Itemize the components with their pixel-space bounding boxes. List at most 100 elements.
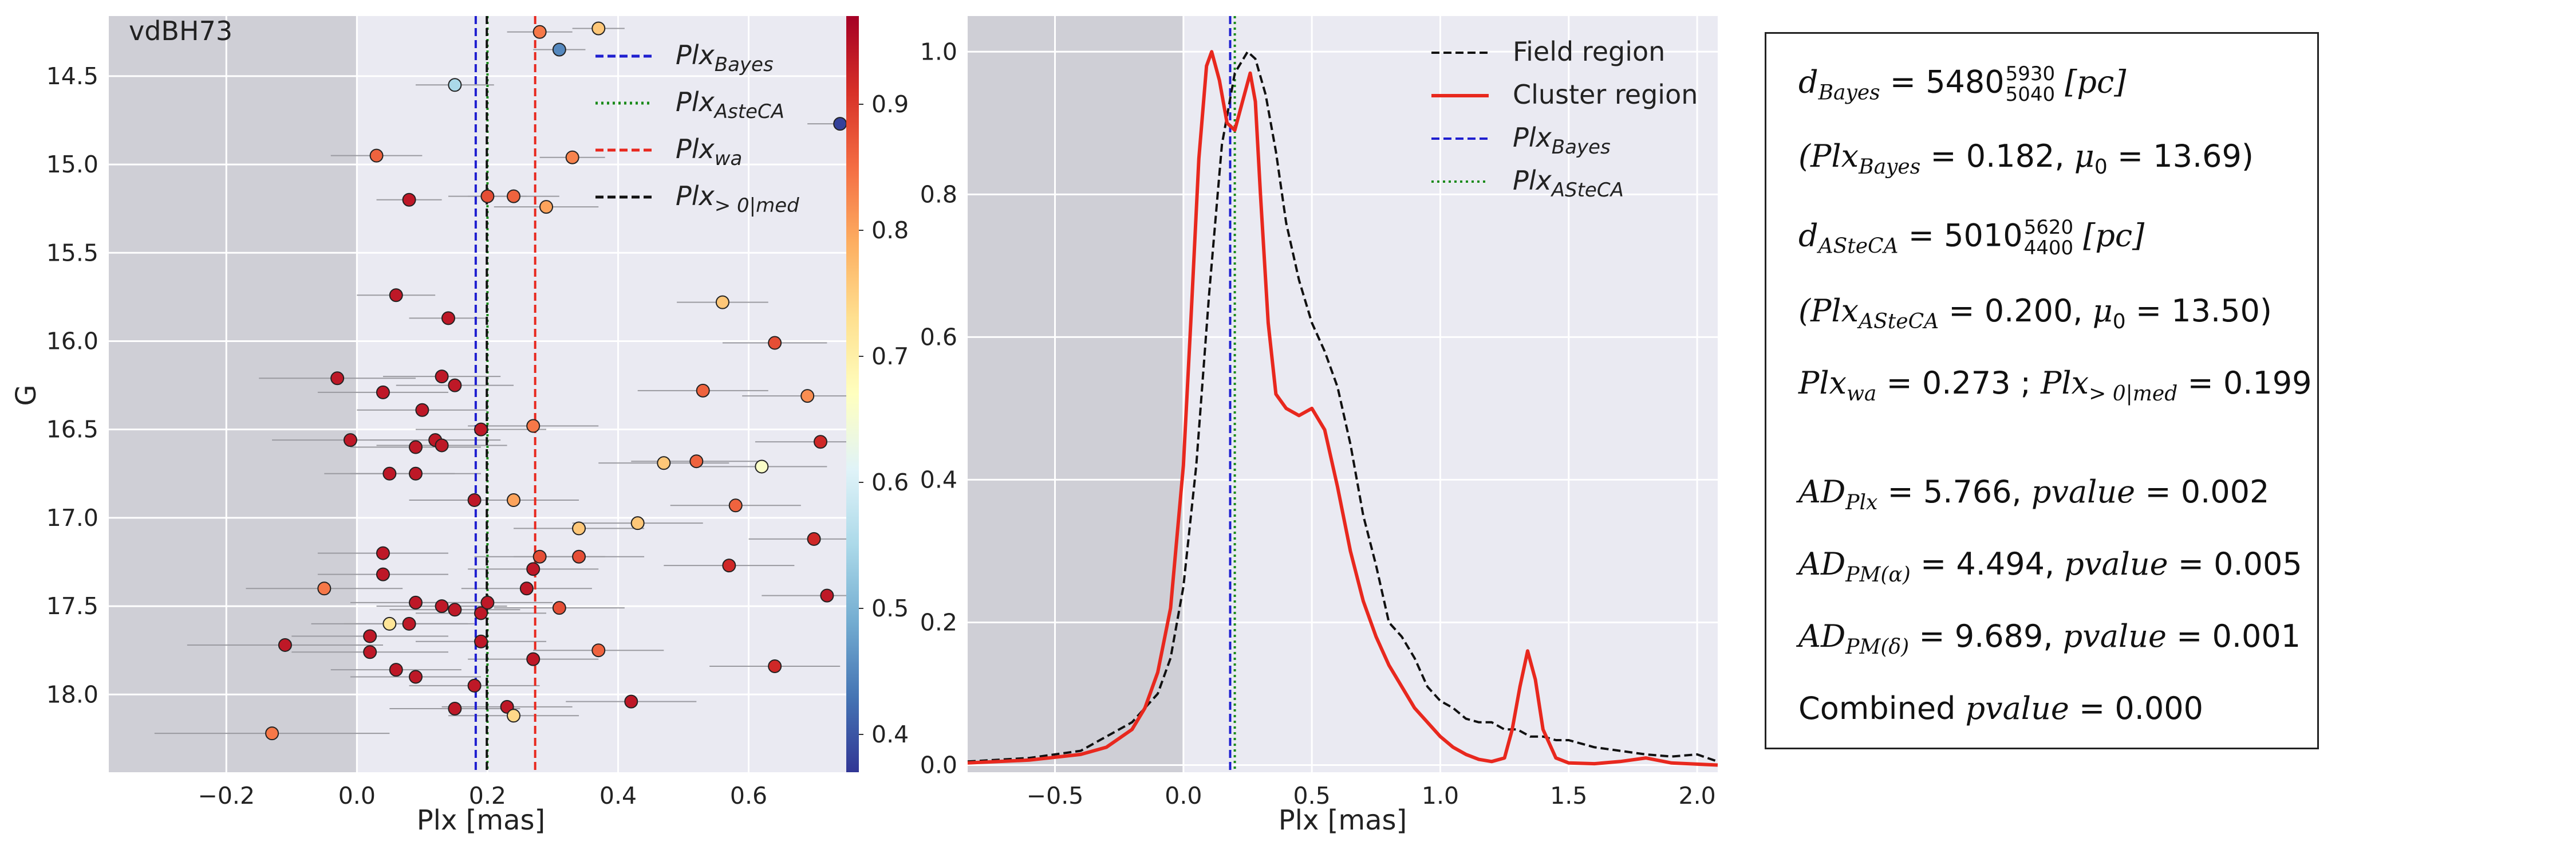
x-tick-label: −0.2 [198,782,255,809]
colorbar-tick-label: 0.5 [871,595,909,622]
legend-subscript: Bayes [1552,136,1611,159]
data-point [526,652,541,666]
data-point [572,549,586,564]
data-point [722,559,736,573]
y-tick-label: 15.5 [46,239,98,266]
legend-label: PlxAsteCA [676,87,784,123]
data-point [689,454,704,469]
x-tick-label: 1.5 [1550,782,1587,809]
legend-subscript: > 0|med [715,194,799,217]
x-tick-label: 2.0 [1679,782,1716,809]
data-point [382,466,397,481]
legend-symbol: Plx [676,180,715,211]
x-tick-label: 0.2 [469,782,506,809]
data-point [552,601,566,615]
x-tick-label: 1.0 [1422,782,1459,809]
stat-ad-pm-alpha: ADPM(α) = 4.494, pvalue = 0.005 [1798,546,2302,587]
data-point [552,42,566,57]
data-point [630,516,645,530]
stat-d-bayes: dBayes = 5480 5930 5040 [pc] [1798,62,2127,106]
legend-label: Plxwa [676,133,742,170]
data-point [813,435,827,449]
x-tick-label: 0.0 [338,782,376,809]
colorbar-tick-label: 0.4 [871,721,909,748]
colorbar-tick-label: 0.8 [871,217,909,244]
stat-d-asteca: dASteCA = 5010 5620 4400 [pc] [1798,216,2145,260]
data-point [480,189,495,203]
data-point [696,383,710,398]
data-point [441,311,455,325]
scatter-panel: −0.2 0.0 0.2 0.4 0.6 14.5 15.0 15.5 16.0 16.5 17.0… [10,15,853,836]
legend-symbol: Plx [1513,122,1552,153]
y-tick-label: 16.0 [46,327,98,355]
data-point [448,378,462,392]
legend-label: Cluster region [1513,79,1698,110]
data-point [343,433,357,447]
x-axis-label: Plx [mas] [417,804,546,836]
data-point [376,546,390,560]
data-point [435,438,449,453]
data-point [728,498,743,513]
statistics-box: dBayes = 5480 5930 5040 [pc] (PlxBayes = 0… [1765,32,2319,749]
data-point [363,645,377,659]
data-point [317,581,332,596]
legend-symbol: Plx [676,133,715,164]
data-point [389,663,403,677]
data-point [415,403,429,417]
data-point [389,288,403,302]
data-point [624,694,638,709]
data-point [565,150,579,164]
y-tick-label: 18.0 [46,681,98,708]
y-tick-label: 15.0 [46,151,98,178]
data-point [474,422,488,437]
legend-subscript: wa [715,147,743,170]
legend-subscript: Bayes [715,53,774,76]
data-point [402,616,416,631]
data-point [807,532,821,546]
panel-title: vdBH73 [129,15,232,46]
data-point [507,189,521,203]
stat-ad-pm-delta: ADPM(δ) = 9.689, pvalue = 0.001 [1798,618,2301,659]
data-point [474,606,488,620]
data-point [363,629,377,643]
data-point [519,581,534,596]
legend-symbol: Plx [1513,165,1552,196]
data-point [467,493,482,508]
data-point [382,616,397,631]
x-tick-label: −0.5 [1027,782,1084,809]
colorbar: 0.4 0.5 0.6 0.7 0.8 0.9 [846,16,909,772]
stat-ad-plx: ADPlx = 5.766, pvalue = 0.002 [1798,474,2270,514]
data-point [507,709,521,723]
data-point [408,466,423,481]
y-tick-label: 17.5 [46,592,98,620]
data-point [376,385,390,399]
y-tick-label: 0.6 [920,323,957,351]
legend-label: Plx> 0|med [676,180,799,217]
data-point [768,336,782,350]
data-point [591,643,606,658]
legend-symbol: Plx [676,40,715,70]
y-tick-label: 14.5 [46,62,98,90]
legend-subscript: AsteCA [713,100,784,123]
x-tick-label: 0.4 [599,782,637,809]
data-point [539,200,554,214]
y-tick-label: 17.0 [46,504,98,532]
colorbar-gradient [846,16,859,772]
legend-subscript: ASteCA [1551,179,1624,202]
x-tick-label: 0.0 [1165,782,1202,809]
data-point [833,117,847,131]
data-point [448,603,462,617]
data-point [532,25,547,39]
data-point [408,440,423,454]
stat-plx-bayes: (PlxBayes = 0.182, μ0 = 13.69) [1798,138,2254,179]
colorbar-tick-label: 0.9 [871,91,909,118]
data-point [448,78,462,92]
legend-label: Field region [1513,36,1665,67]
legend-label: PlxBayes [676,40,774,76]
data-point [507,493,521,508]
x-axis-label: Plx [mas] [1279,804,1407,836]
data-point [402,192,416,207]
